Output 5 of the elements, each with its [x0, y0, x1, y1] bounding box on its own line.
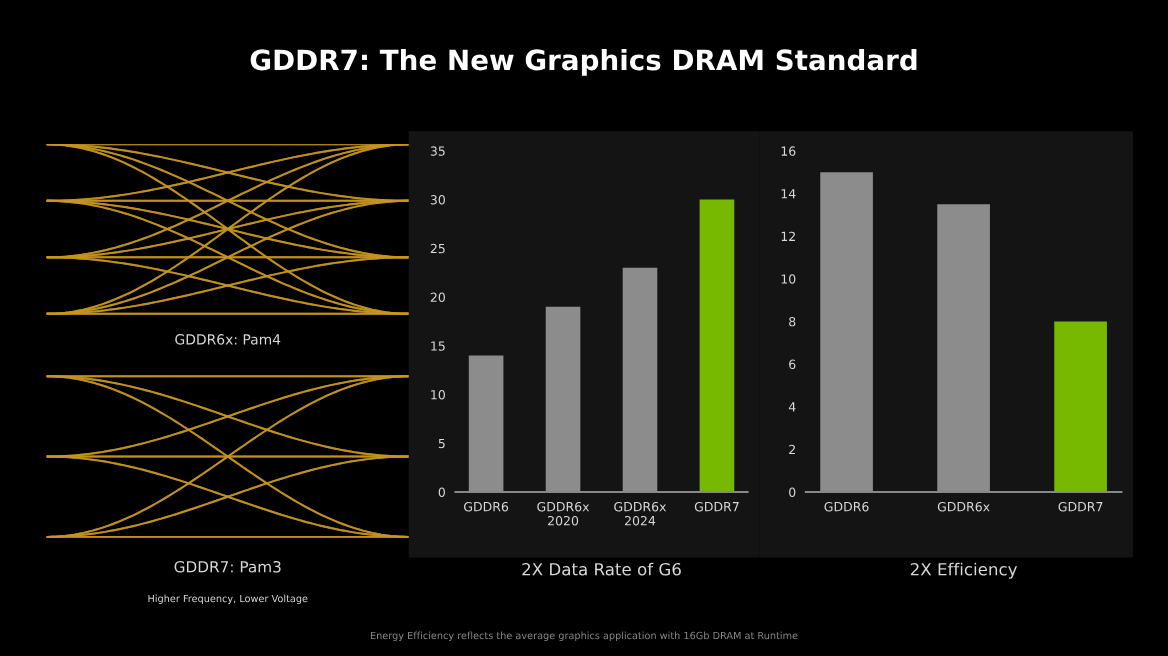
x-axis-title: 2X Data Rate of G6 — [522, 562, 681, 576]
bar — [1054, 321, 1107, 492]
bar — [699, 199, 735, 492]
x-axis-title: 2X Efficiency — [910, 562, 1018, 579]
text: GDDR7: The New Graphics DRAM Standard — [250, 48, 917, 76]
